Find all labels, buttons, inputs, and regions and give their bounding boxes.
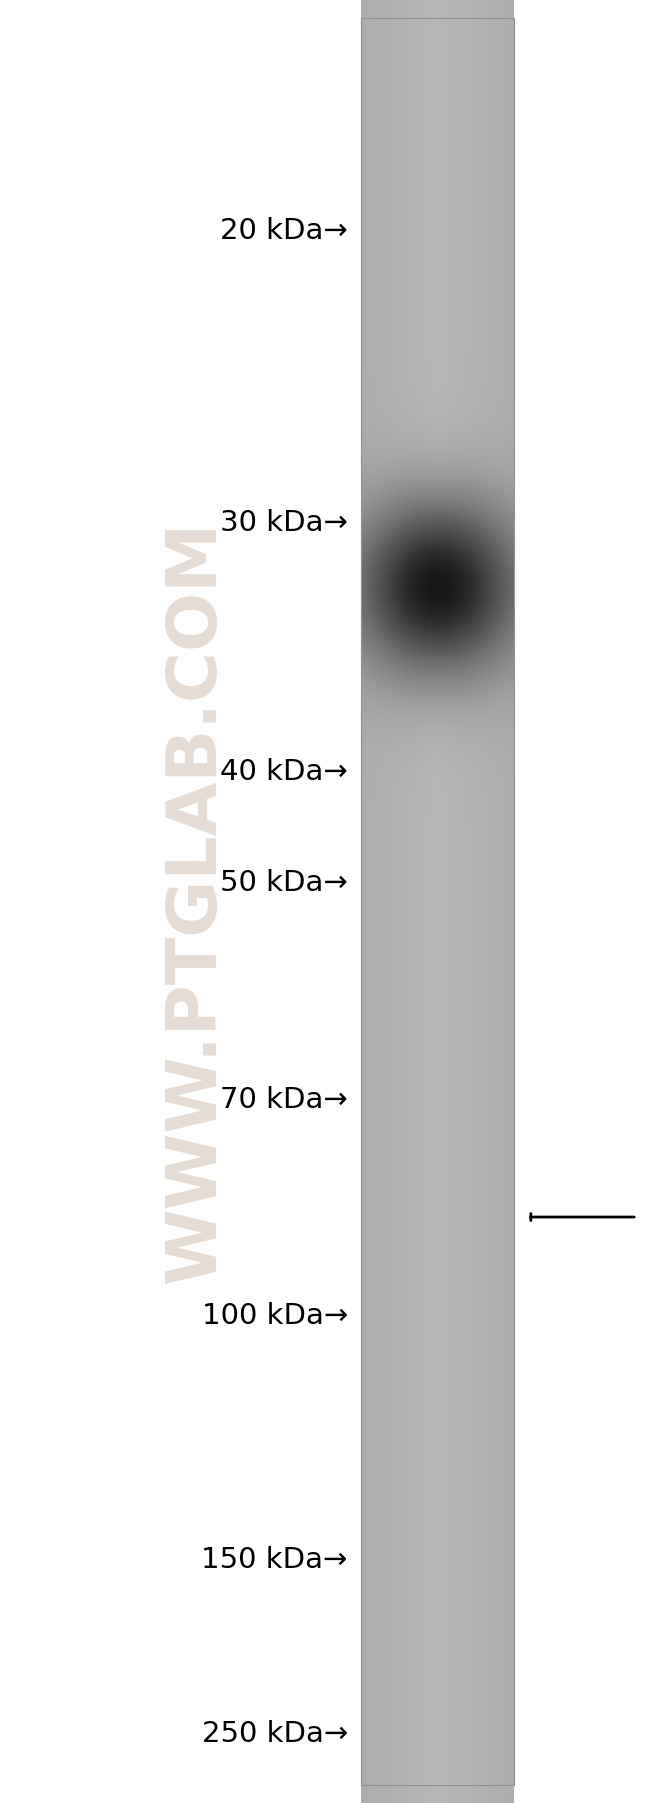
Text: 30 kDa→: 30 kDa→ bbox=[220, 508, 348, 537]
Bar bbox=[361, 18, 514, 1785]
Text: 150 kDa→: 150 kDa→ bbox=[202, 1545, 348, 1574]
Text: 40 kDa→: 40 kDa→ bbox=[220, 757, 348, 786]
Text: 250 kDa→: 250 kDa→ bbox=[202, 1720, 348, 1749]
Text: 50 kDa→: 50 kDa→ bbox=[220, 869, 348, 898]
Text: 20 kDa→: 20 kDa→ bbox=[220, 216, 348, 245]
Text: WWW.PTGLAB.COM: WWW.PTGLAB.COM bbox=[161, 519, 229, 1284]
Text: 70 kDa→: 70 kDa→ bbox=[220, 1085, 348, 1114]
Text: 100 kDa→: 100 kDa→ bbox=[202, 1302, 348, 1331]
